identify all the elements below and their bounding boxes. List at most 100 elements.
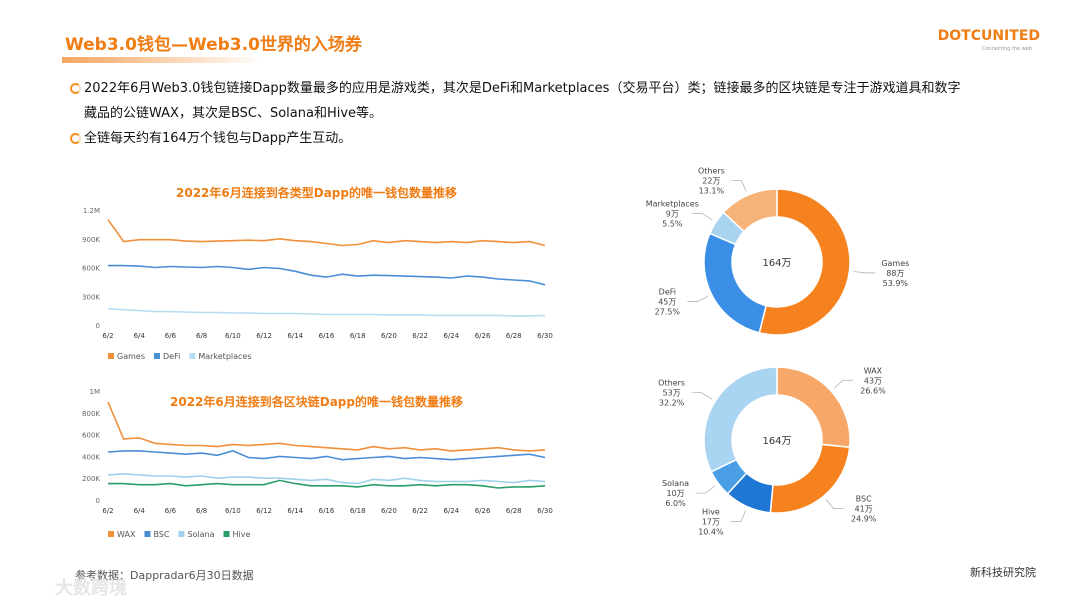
leader-line [853,271,876,274]
slice-label: 53万 [663,389,681,398]
slice-label: 22万 [702,176,720,185]
donut-slice [703,366,778,473]
x-tick-label: 6/14 [287,507,303,515]
slice-label: 10.4% [698,527,724,536]
legend-label: Solana [187,530,214,539]
x-tick-label: 6/2 [102,507,113,515]
x-tick-label: 6/8 [196,507,207,515]
legend-label: BSC [153,530,169,539]
slice-label: 32.2% [659,399,685,408]
donut-slice [758,188,851,336]
slice-label: Marketplaces [646,200,699,209]
legend-label: Hive [233,530,251,539]
x-tick-label: 6/2 [102,332,113,340]
slice-label: Games [881,259,909,268]
slice-label: 9万 [666,210,679,219]
x-tick-label: 6/24 [443,332,459,340]
line [107,307,546,317]
leader-line [687,295,709,303]
title-underline [62,57,262,63]
leader-line [695,485,716,494]
slice-label: Others [698,166,725,175]
slice-label: 6.0% [665,499,686,508]
logo-tagline: Connecting the web [981,46,1032,52]
y-tick-label: 800K [82,410,100,418]
y-tick-label: 0 [96,322,100,330]
y-tick-label: 900K [82,236,100,244]
chart-title: 2022年6月连接到各类型Dapp的唯一钱包数量推移 [176,185,457,200]
legend-label: Games [117,352,145,361]
x-tick-label: 6/24 [443,507,459,515]
y-tick-label: 0 [96,497,100,505]
logo: DOTCUNITED [937,28,1040,44]
watermark: 大数跨境 [55,578,127,599]
slice-label: 10万 [666,489,684,498]
y-tick-label: 200K [82,475,100,483]
slice-label: 27.5% [655,308,681,317]
leader-line [691,392,712,400]
leader-line [730,510,747,522]
x-tick-label: 6/12 [256,332,272,340]
legend-swatch [108,353,114,359]
slice-label: 5.5% [662,220,683,229]
y-tick-label: 300K [82,293,100,301]
x-tick-label: 6/26 [475,507,491,515]
line [108,479,546,489]
x-tick-label: 6/22 [412,332,428,340]
donut-center: 164万 [762,436,791,447]
legend-swatch [223,531,230,537]
x-tick-label: 6/14 [287,332,303,340]
leader-line [833,379,853,389]
y-tick-label: 600K [82,265,100,273]
chart-title: 2022年6月连接到各区块链Dapp的唯一钱包数量推移 [170,394,463,409]
bullet: 2022年6月Web3.0钱包链接Dapp数量最多的应用是游戏类，其次是DeFi… [70,76,964,126]
x-tick-label: 6/18 [350,507,366,515]
source-note: 参考数据：Dappradar6月30日数据 [75,569,254,582]
slice-label: DeFi [659,288,676,297]
donut-slice [722,188,778,233]
slice-label: Others [658,379,685,388]
x-tick-label: 6/20 [381,332,397,340]
x-tick-label: 6/22 [412,507,428,515]
slice-label: 24.9% [851,515,877,524]
slice-label: 17万 [702,517,720,526]
org: 新科技研究院 [970,566,1036,579]
x-tick-label: 6/4 [134,507,146,515]
bullet: 全链每天约有164万个钱包与Dapp产生互动。 [70,126,964,151]
x-tick-label: 6/28 [506,332,522,340]
x-tick-label: 6/30 [537,507,553,515]
legend-label: WAX [117,530,136,539]
x-tick-label: 6/20 [381,507,397,515]
x-tick-label: 6/4 [134,332,146,340]
y-tick-label: 400K [82,453,100,461]
donut-slice [769,443,851,514]
x-tick-label: 6/18 [350,332,366,340]
legend-swatch [189,353,196,359]
x-tick-label: 6/26 [475,332,491,340]
legend-label: DeFi [163,352,180,361]
slice-label: Hive [702,507,720,516]
slice-label: 13.1% [699,186,725,195]
x-tick-label: 6/10 [225,507,241,515]
x-tick-label: 6/16 [319,332,335,340]
y-tick-label: 600K [82,432,100,440]
donut-center: 164万 [762,258,791,269]
x-tick-label: 6/8 [196,332,207,340]
x-tick-label: 6/28 [506,507,522,515]
slice-label: BSC [856,495,872,504]
y-tick-label: 1M [90,388,101,396]
slice-label: 43万 [864,376,882,385]
slice-label: Solana [662,479,689,488]
leader-line [825,499,844,509]
legend-label: Marketplaces [198,352,251,361]
line [107,472,546,485]
leader-line [692,213,713,221]
slice-label: 45万 [658,298,676,307]
line [107,219,546,247]
x-tick-label: 6/30 [537,332,553,340]
donut-slice [703,232,767,334]
line [107,450,546,461]
leader-line [731,180,747,192]
